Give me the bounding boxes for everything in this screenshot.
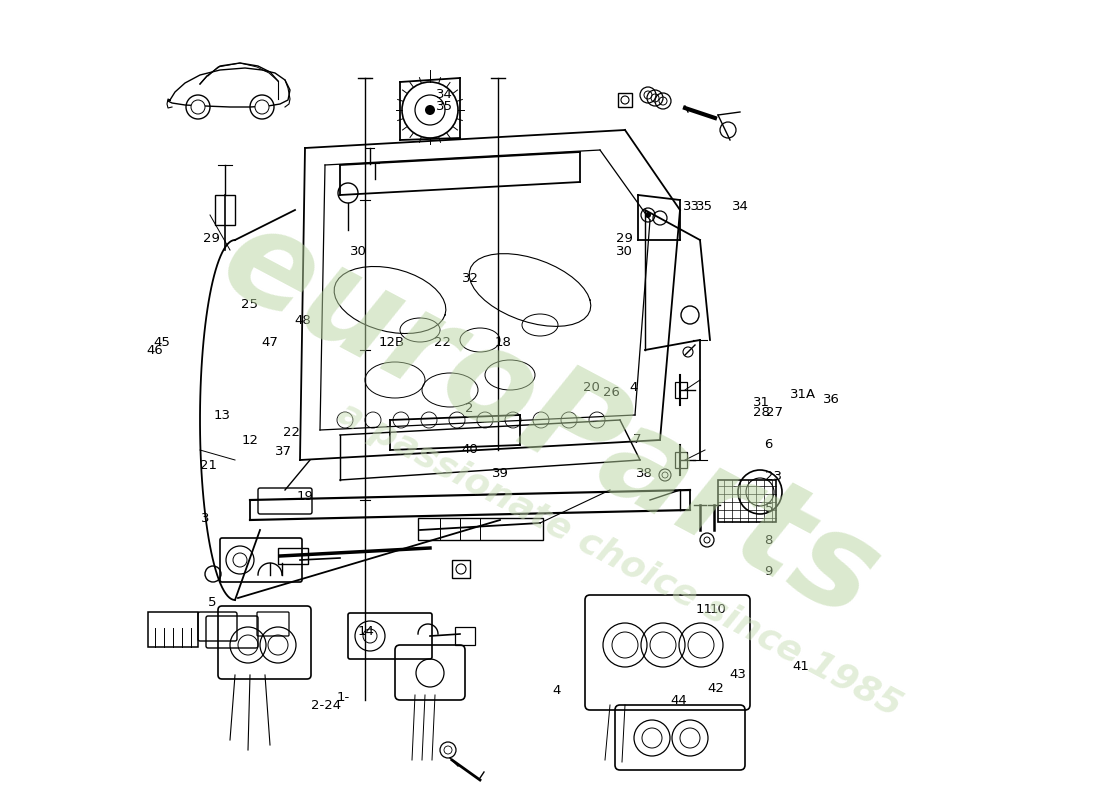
Text: 29: 29	[204, 232, 220, 245]
Text: euroParts: euroParts	[201, 194, 899, 646]
Text: 11: 11	[696, 603, 713, 616]
Text: 39: 39	[493, 467, 509, 480]
Text: 18: 18	[495, 336, 512, 349]
Text: 21: 21	[200, 459, 217, 472]
Text: 9: 9	[764, 565, 773, 578]
Text: 38: 38	[636, 467, 652, 480]
Text: 43: 43	[729, 668, 746, 681]
Text: 4: 4	[629, 381, 638, 394]
Text: 7: 7	[632, 433, 641, 446]
Text: a passionate choice since 1985: a passionate choice since 1985	[332, 396, 908, 724]
Text: 31: 31	[754, 396, 770, 409]
Text: 32: 32	[462, 272, 478, 285]
Text: 45: 45	[154, 336, 170, 349]
Bar	[675, 452, 688, 468]
Bar	[718, 480, 776, 522]
Text: 4: 4	[552, 684, 561, 697]
Text: 22: 22	[284, 426, 300, 438]
Bar	[278, 548, 308, 564]
Text: 1-: 1-	[337, 691, 350, 704]
Text: 20: 20	[583, 381, 600, 394]
Bar	[452, 560, 470, 578]
Bar	[618, 93, 632, 107]
Circle shape	[425, 105, 435, 115]
Text: 35: 35	[696, 200, 713, 213]
Bar	[418, 518, 543, 540]
Text: 34: 34	[437, 88, 453, 101]
Text: 13: 13	[214, 409, 231, 422]
Text: 29: 29	[616, 232, 632, 245]
Bar	[214, 195, 235, 225]
Text: 12B: 12B	[378, 336, 405, 349]
Text: 40: 40	[462, 443, 478, 456]
Text: 12: 12	[242, 434, 258, 446]
Text: 30: 30	[616, 245, 632, 258]
Text: 47: 47	[262, 336, 278, 349]
Text: 36: 36	[823, 393, 839, 406]
Text: 5: 5	[764, 502, 773, 515]
Text: 41: 41	[792, 660, 808, 673]
Text: 27: 27	[767, 406, 783, 418]
Text: 8: 8	[764, 534, 773, 547]
Text: 42: 42	[707, 682, 724, 695]
Text: 2: 2	[464, 402, 473, 415]
Text: 25: 25	[242, 298, 258, 310]
Text: 5: 5	[208, 596, 217, 609]
Text: 48: 48	[295, 314, 311, 327]
Text: 33: 33	[683, 200, 700, 213]
Text: 35: 35	[437, 100, 453, 113]
Text: 26: 26	[603, 386, 619, 398]
Text: 6: 6	[764, 438, 773, 451]
Text: 34: 34	[732, 200, 748, 213]
Circle shape	[255, 100, 270, 114]
Text: 44: 44	[671, 694, 688, 707]
Text: 22: 22	[434, 336, 451, 349]
Text: 3: 3	[200, 512, 209, 525]
Text: 19: 19	[297, 490, 313, 502]
Circle shape	[191, 100, 205, 114]
Text: 28: 28	[754, 406, 770, 418]
Circle shape	[645, 212, 651, 218]
Text: 14: 14	[358, 625, 374, 638]
Text: 37: 37	[275, 445, 292, 458]
Text: 2-24: 2-24	[311, 699, 341, 712]
Bar	[675, 382, 688, 398]
Bar	[148, 612, 198, 647]
Text: 30: 30	[350, 245, 366, 258]
Bar	[455, 627, 475, 645]
Text: 10: 10	[710, 603, 726, 616]
Text: 23: 23	[764, 470, 781, 483]
Text: 46: 46	[146, 344, 163, 357]
Text: 31A: 31A	[790, 388, 816, 401]
